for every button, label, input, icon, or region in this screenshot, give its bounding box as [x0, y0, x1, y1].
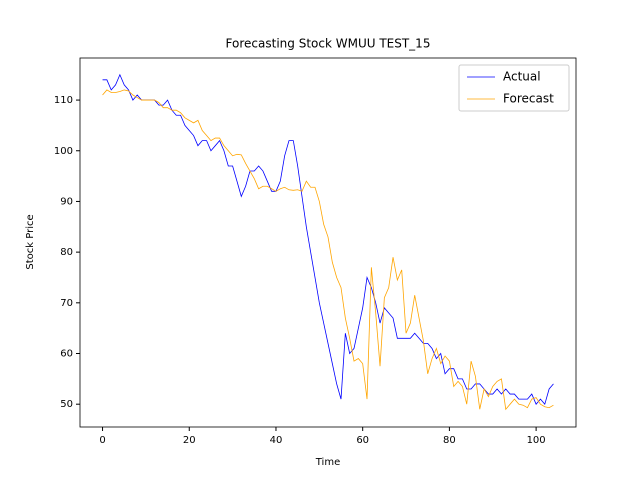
series-line — [102, 89, 554, 411]
y-tick-label: 100 — [54, 146, 73, 157]
x-tick-label: 40 — [270, 435, 283, 446]
y-tick-label: 80 — [60, 247, 73, 258]
y-tick-label: 60 — [60, 349, 73, 360]
x-tick-label: 60 — [356, 435, 369, 446]
x-tick-label: 20 — [183, 435, 196, 446]
series-line — [102, 73, 554, 406]
plot-frame — [79, 57, 577, 428]
x-axis-label: Time — [315, 457, 340, 468]
x-tick-label: 0 — [99, 435, 105, 446]
y-tick-label: 50 — [60, 399, 73, 410]
x-tick-label: 80 — [443, 435, 456, 446]
y-tick-label: 70 — [60, 298, 73, 309]
x-tick-label: 100 — [527, 435, 546, 446]
y-tick-label: 90 — [60, 196, 73, 207]
legend-label: Forecast — [503, 92, 554, 106]
legend-box — [458, 64, 570, 112]
legend-label: Actual — [503, 70, 541, 84]
y-tick-label: 110 — [54, 95, 73, 106]
y-axis-label: Stock Price — [25, 214, 36, 269]
chart-title: Forecasting Stock WMUU TEST_15 — [226, 37, 431, 51]
